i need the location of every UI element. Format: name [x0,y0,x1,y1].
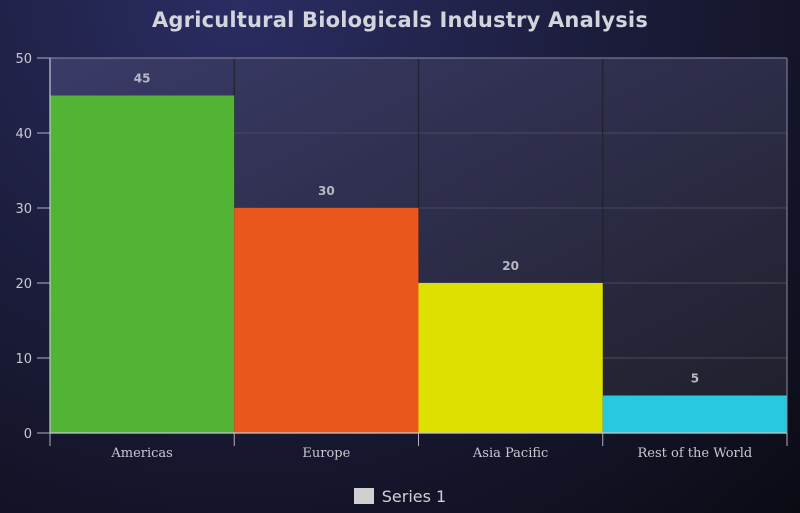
bar-europe [234,208,419,433]
x-tick-label: Europe [302,446,350,461]
x-tick-label: Asia Pacific [472,446,548,461]
y-tick-label: 0 [24,427,32,442]
bar-asia-pacific [418,283,603,433]
legend-swatch [353,488,374,504]
y-tick-label: 10 [15,352,32,367]
legend: Series 1 [0,487,800,506]
bar-americas [50,95,235,433]
x-tick-label: Americas [110,446,172,461]
y-tick-label: 50 [15,52,32,67]
bar-rest-of-the-world [602,395,787,433]
x-tick-label: Rest of the World [638,446,753,461]
data-label: 30 [318,184,335,198]
y-tick-label: 30 [15,202,32,217]
y-tick-label: 40 [15,127,32,142]
data-label: 5 [691,372,699,386]
data-label: 45 [134,72,151,86]
data-label: 20 [502,259,519,273]
legend-label-series-1: Series 1 [381,487,447,506]
y-tick-label: 20 [15,277,32,292]
chart-title: Agricultural Biologicals Industry Analys… [151,8,649,32]
